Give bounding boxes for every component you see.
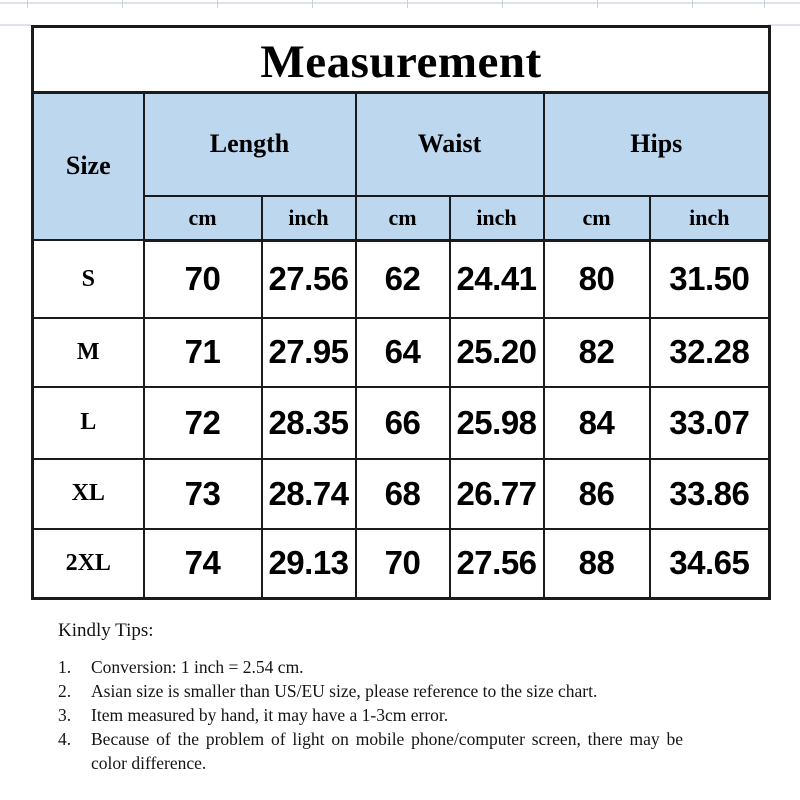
tip-number: 4. (58, 729, 72, 749)
table-row-m: M 71 27.95 64 25.20 82 32.28 (31, 317, 771, 388)
tip-item: 4. Because of the problem of light on mo… (58, 727, 706, 775)
data-cell: 68 (354, 457, 451, 530)
col-header-hips: Hips (542, 91, 771, 197)
gridline-tick (502, 0, 503, 8)
gridline-tick (597, 0, 598, 8)
tip-number: 3. (58, 705, 72, 725)
data-cell: 70 (142, 239, 263, 320)
col-header-size: Size (31, 91, 145, 242)
gridline-tick (312, 0, 313, 8)
data-cell: 66 (354, 385, 451, 460)
tip-text: Asian size is smaller than US/EU size, p… (91, 681, 598, 701)
data-cell: 72 (142, 385, 263, 460)
data-cell: 84 (542, 385, 651, 460)
table-row-s: S 70 27.56 62 24.41 80 31.50 (31, 239, 771, 320)
unit-header-length-cm: cm (142, 194, 263, 242)
data-cell: 28.35 (260, 385, 357, 460)
table-row-l: L 72 28.35 66 25.98 84 33.07 (31, 385, 771, 460)
gridline-tick (122, 0, 123, 8)
unit-header-waist-inch: inch (448, 194, 545, 242)
header-group-row: Size Length Waist Hips (31, 91, 771, 242)
tip-item: 1. Conversion: 1 inch = 2.54 cm. (58, 655, 706, 679)
size-label: M (31, 317, 145, 388)
data-cell: 73 (142, 457, 263, 530)
data-cell: 33.86 (648, 457, 771, 530)
gridline-tick (407, 0, 408, 8)
data-cell: 34.65 (648, 527, 771, 600)
spreadsheet-gridline (768, 24, 800, 26)
size-label: L (31, 385, 145, 460)
gridline-tick (27, 0, 28, 8)
kindly-tips-section: Kindly Tips: 1. Conversion: 1 inch = 2.5… (58, 620, 706, 775)
measurement-table: Measurement Size Length Waist Hips cm in… (31, 25, 772, 600)
tip-text: Item measured by hand, it may have a 1-3… (91, 705, 449, 725)
data-cell: 27.95 (260, 317, 357, 388)
unit-header-hips-cm: cm (542, 194, 651, 242)
data-cell: 80 (542, 239, 651, 320)
table-row-2xl: 2XL 74 29.13 70 27.56 88 34.65 (31, 527, 771, 600)
data-cell: 25.20 (448, 317, 545, 388)
tip-number: 1. (58, 657, 72, 677)
data-cell: 31.50 (648, 239, 771, 320)
data-cell: 29.13 (260, 527, 357, 600)
unit-header-row: cm inch cm inch cm inch (33, 194, 771, 242)
spreadsheet-gridline (0, 24, 31, 26)
table-row-xl: XL 73 28.74 68 26.77 86 33.86 (31, 457, 771, 530)
title-row: Measurement (31, 25, 771, 94)
tip-item: 2. Asian size is smaller than US/EU size… (58, 679, 706, 703)
data-cell: 86 (542, 457, 651, 530)
data-cell: 27.56 (260, 239, 357, 320)
tip-number: 2. (58, 681, 72, 701)
data-cell: 28.74 (260, 457, 357, 530)
data-cell: 70 (354, 527, 451, 600)
size-label: XL (31, 457, 145, 530)
data-cell: 74 (142, 527, 263, 600)
tip-item: 3. Item measured by hand, it may have a … (58, 703, 706, 727)
data-cell: 71 (142, 317, 263, 388)
col-header-length: Length (142, 91, 357, 197)
tip-text: Because of the problem of light on mobil… (91, 729, 683, 773)
data-cell: 27.56 (448, 527, 545, 600)
data-cell: 88 (542, 527, 651, 600)
data-cell: 33.07 (648, 385, 771, 460)
data-cell: 82 (542, 317, 651, 388)
size-label: 2XL (31, 527, 145, 600)
data-cell: 62 (354, 239, 451, 320)
unit-header-hips-inch: inch (648, 194, 771, 242)
tips-heading: Kindly Tips: (58, 620, 154, 641)
data-cell: 25.98 (448, 385, 545, 460)
spreadsheet-gridline (0, 2, 800, 4)
data-cell: 64 (354, 317, 451, 388)
size-label: S (31, 239, 145, 320)
data-cell: 32.28 (648, 317, 771, 388)
gridline-tick (692, 0, 693, 8)
data-cell: 26.77 (448, 457, 545, 530)
gridline-tick (217, 0, 218, 8)
unit-header-waist-cm: cm (354, 194, 451, 242)
unit-header-length-inch: inch (260, 194, 357, 242)
data-cell: 24.41 (448, 239, 545, 320)
gridline-tick (764, 0, 765, 8)
col-header-waist: Waist (354, 91, 545, 197)
tip-text: Conversion: 1 inch = 2.54 cm. (91, 657, 304, 677)
page-title: Measurement (31, 25, 771, 94)
